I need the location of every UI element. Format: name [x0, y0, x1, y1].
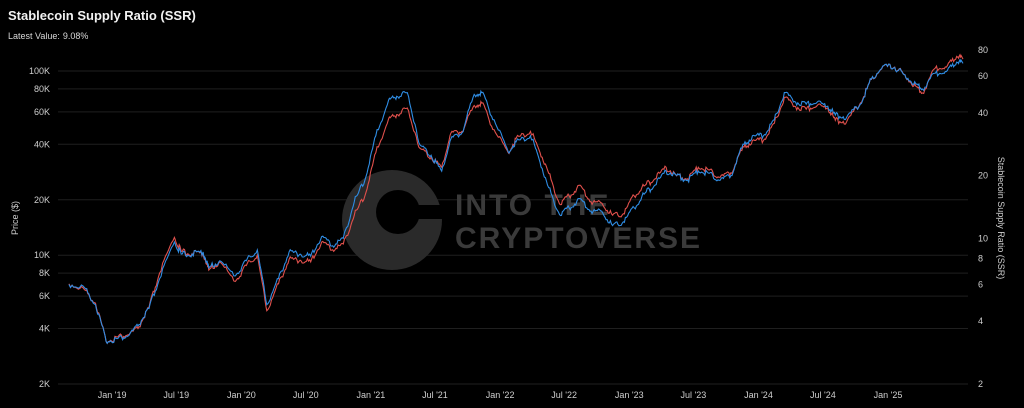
right-tick-label: 2: [978, 379, 983, 389]
left-axis-ticks: 2K 4K 6K 8K 10K 20K 40K 60K 80K 100K: [29, 66, 50, 389]
left-tick-label: 100K: [29, 66, 50, 76]
right-tick-label: 60: [978, 71, 988, 81]
x-tick-label: Jul '20: [293, 390, 319, 400]
x-tick-label: Jul '19: [163, 390, 189, 400]
left-tick-label: 4K: [39, 324, 50, 334]
right-tick-label: 4: [978, 316, 983, 326]
right-tick-label: 40: [978, 108, 988, 118]
left-tick-label: 40K: [34, 139, 50, 149]
x-tick-label: Jul '22: [551, 390, 577, 400]
chart-title: Stablecoin Supply Ratio (SSR): [8, 8, 196, 23]
x-tick-label: Jan '19: [98, 390, 127, 400]
watermark-line1: INTO THE: [455, 189, 610, 222]
x-tick-label: Jul '23: [680, 390, 706, 400]
watermark-logo: INTO THE CRYPTOVERSE: [342, 170, 702, 270]
latest-value-readout: Latest Value: 9.08%: [8, 31, 91, 41]
right-tick-label: 20: [978, 171, 988, 181]
x-tick-label: Jan '20: [227, 390, 256, 400]
left-tick-label: 6K: [39, 291, 50, 301]
x-tick-label: Jan '22: [486, 390, 515, 400]
right-axis-label: Stablecoin Supply Ratio (SSR): [996, 157, 1006, 280]
left-tick-label: 20K: [34, 195, 50, 205]
latest-value-label: Latest Value:: [8, 31, 60, 41]
left-axis-label: Price ($): [10, 201, 20, 235]
left-tick-label: 60K: [34, 107, 50, 117]
x-tick-label: Jan '24: [744, 390, 773, 400]
x-axis-ticks: Jan '19 Jul '19 Jan '20 Jul '20 Jan '21 Jul '…: [98, 390, 903, 400]
right-tick-label: 6: [978, 280, 983, 290]
right-tick-label: 10: [978, 233, 988, 243]
x-tick-label: Jul '24: [810, 390, 836, 400]
x-tick-label: Jan '25: [874, 390, 903, 400]
right-axis-ticks: 2 4 6 8 10 20 40 60 80: [978, 45, 988, 389]
x-tick-label: Jan '23: [615, 390, 644, 400]
latest-value: 9.08%: [62, 31, 89, 41]
ssr-series-line: [68, 58, 964, 345]
left-tick-label: 2K: [39, 379, 50, 389]
left-tick-label: 80K: [34, 84, 50, 94]
right-tick-label: 80: [978, 45, 988, 55]
right-tick-label: 8: [978, 253, 983, 263]
left-tick-label: 10K: [34, 250, 50, 260]
grid: [58, 70, 968, 385]
watermark-line2: CRYPTOVERSE: [455, 222, 702, 255]
x-tick-label: Jan '21: [357, 390, 386, 400]
left-tick-label: 8K: [39, 268, 50, 278]
x-tick-label: Jul '21: [422, 390, 448, 400]
